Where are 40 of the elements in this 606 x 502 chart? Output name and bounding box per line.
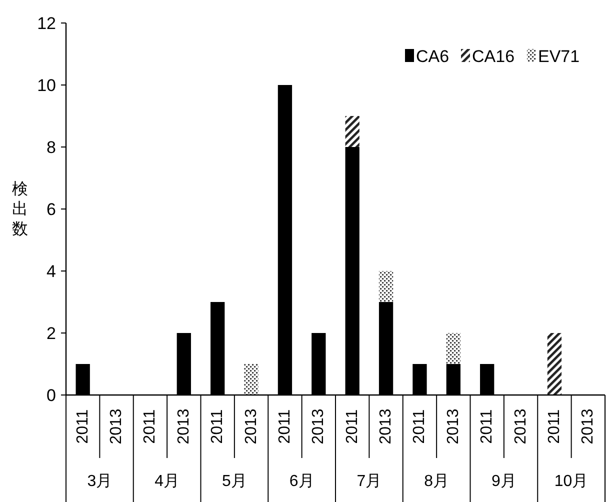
text: 10月	[554, 473, 588, 490]
x-tick-label: 2013	[444, 408, 462, 444]
x-tick-label: 2013	[310, 408, 328, 444]
legend-label: EV71	[538, 47, 580, 66]
x-tick-label: 2013	[175, 408, 192, 444]
legend-label: CA16	[472, 47, 515, 66]
y-tick-label: 8	[46, 138, 56, 157]
x-tick-label: 2011	[74, 409, 92, 444]
bar	[378, 271, 394, 302]
y-tick-label: 10	[37, 76, 56, 95]
x-tick-label: 2011	[478, 409, 496, 444]
x-tick-label: 2013	[378, 408, 395, 444]
text: 9月	[491, 473, 516, 490]
bar	[446, 333, 460, 364]
x-tick-label: 2013	[512, 408, 530, 444]
y-tick-label: 12	[37, 14, 56, 33]
text: 7月	[356, 473, 382, 490]
y-tick-label: 6	[46, 200, 56, 219]
y-axis-title: 検出数	[12, 180, 28, 238]
x-tick-label: 2011	[411, 409, 428, 444]
x-tick-label: 2011	[546, 409, 563, 444]
bar	[547, 333, 562, 395]
x-tick-label: 2011	[276, 409, 294, 444]
x-tick-label: 2013	[242, 408, 260, 444]
y-tick-label: 4	[46, 262, 56, 281]
text: 6月	[289, 473, 314, 490]
x-tick-label: 2011	[142, 409, 159, 444]
y-tick-label: 0	[46, 386, 56, 405]
text: 3月	[87, 473, 112, 490]
x-tick-label: 2013	[580, 408, 597, 444]
legend-label: CA6	[416, 47, 450, 66]
x-tick-label: 2013	[108, 408, 126, 444]
x-tick-label: 2011	[209, 409, 226, 444]
text: 5月	[222, 473, 247, 490]
bar	[244, 364, 258, 395]
y-tick-label: 2	[46, 324, 56, 343]
text: 8月	[424, 473, 450, 490]
bar	[345, 116, 360, 147]
text: 4月	[154, 473, 180, 490]
x-tick-label: 2011	[344, 409, 361, 444]
